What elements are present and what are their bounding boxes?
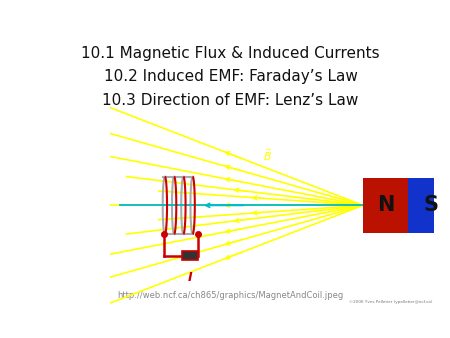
Text: 10.2 Induced EMF: Faraday’s Law: 10.2 Induced EMF: Faraday’s Law <box>104 69 358 84</box>
Text: 10.1 Magnetic Flux & Induced Currents: 10.1 Magnetic Flux & Induced Currents <box>81 46 380 61</box>
Text: I: I <box>188 271 193 284</box>
Bar <box>408 178 450 233</box>
Text: N: N <box>377 195 394 215</box>
Text: http://web.ncf.ca/ch865/graphics/MagnetAndCoil.jpeg: http://web.ncf.ca/ch865/graphics/MagnetA… <box>117 291 344 299</box>
Text: $\vec{B}$: $\vec{B}$ <box>262 147 271 163</box>
Text: S: S <box>423 195 438 215</box>
Bar <box>363 178 408 233</box>
Bar <box>182 251 198 260</box>
Text: 10.3 Direction of EMF: Lenz’s Law: 10.3 Direction of EMF: Lenz’s Law <box>103 93 359 107</box>
Text: ©2006 Yves Pelletier (ypelletier@ncf.ca): ©2006 Yves Pelletier (ypelletier@ncf.ca) <box>349 299 432 304</box>
